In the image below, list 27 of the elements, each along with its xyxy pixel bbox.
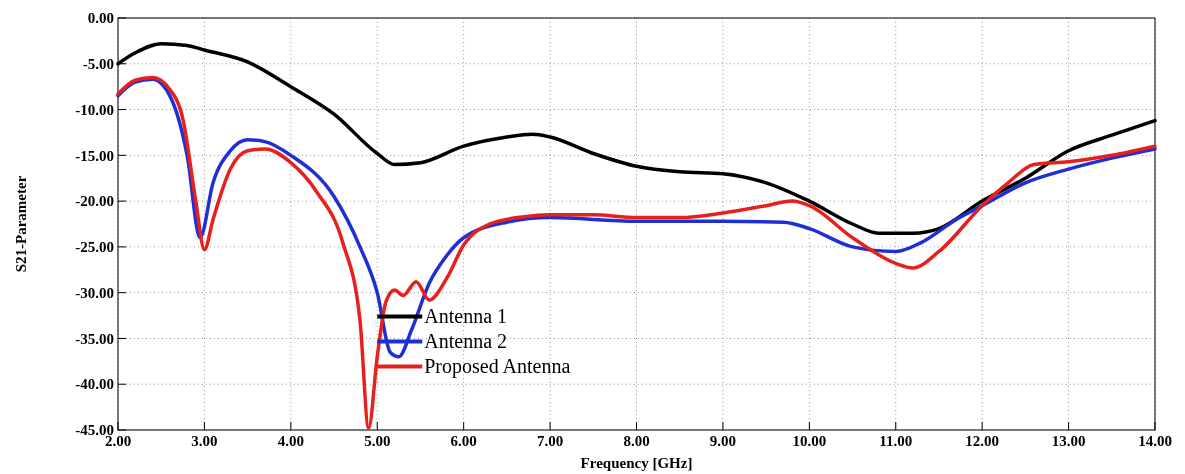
x-tick-label: 8.00	[623, 433, 650, 449]
y-tick-label: -30.00	[75, 284, 114, 301]
x-tick-label: 5.00	[364, 433, 391, 449]
y-tick-label: -25.00	[75, 239, 114, 256]
x-tick-label: 3.00	[191, 433, 218, 449]
x-axis-title: Frequency [GHz]	[580, 455, 693, 471]
legend-label: Antenna 1	[424, 305, 508, 328]
x-tick-label: 4.00	[277, 433, 304, 449]
x-tick-label: 7.00	[536, 433, 564, 449]
x-tick-label: 11.00	[879, 433, 913, 449]
line-series	[116, 77, 1157, 359]
y-axis-title: S21-Parameter	[13, 175, 29, 273]
y-tick-label: -35.00	[75, 330, 114, 347]
x-tick-label: 10.00	[792, 433, 827, 449]
y-tick-label: -5.00	[82, 56, 114, 73]
x-tick-label: 13.00	[1051, 433, 1086, 449]
y-tick-label: -40.00	[75, 376, 114, 393]
x-tick-label: 14.00	[1138, 433, 1172, 449]
y-tick-label: -20.00	[75, 193, 114, 210]
x-tick-label: 9.00	[709, 433, 737, 449]
x-tick-label: 6.00	[450, 433, 477, 449]
y-tick-label: -10.00	[75, 101, 114, 118]
y-tick-label: 0.00	[87, 10, 114, 27]
legend-label: Proposed Antenna	[424, 355, 571, 379]
y-tick-label: -15.00	[75, 147, 114, 164]
x-tick-label: 12.00	[965, 433, 1000, 449]
legend-label: Antenna 2	[424, 330, 508, 353]
